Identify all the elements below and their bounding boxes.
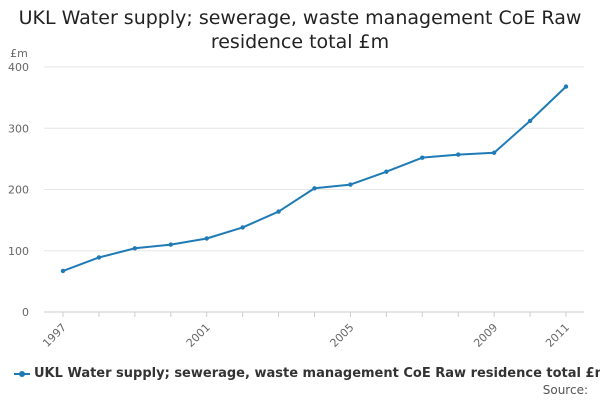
source-label: Source: (542, 383, 588, 397)
data-point-2006[interactable] (384, 169, 389, 174)
chart-title: UKL Water supply; sewerage, waste manage… (0, 6, 600, 54)
x-tick-label: 2001 (184, 321, 213, 350)
y-tick-label: 400 (8, 61, 29, 74)
series-layer (60, 84, 569, 274)
data-point-2004[interactable] (312, 186, 317, 191)
legend-label: UKL Water supply; sewerage, waste manage… (34, 366, 600, 381)
y-tick-label: 200 (8, 184, 29, 197)
y-tick-label: 300 (8, 122, 29, 135)
data-point-2010[interactable] (527, 118, 533, 124)
y-axis-unit-label: £m (10, 47, 28, 60)
chart-title-line-2: residence total £m (210, 31, 390, 53)
data-point-2000[interactable] (168, 242, 173, 247)
chart-title-line-1: UKL Water supply; sewerage, waste manage… (18, 7, 582, 29)
data-point-2007[interactable] (420, 155, 425, 160)
y-axis: 0 100 200 300 400£m (8, 47, 29, 319)
data-point-1998[interactable] (96, 255, 102, 260)
data-point-2003[interactable] (276, 209, 281, 214)
data-point-2002[interactable] (240, 225, 245, 230)
y-tick-label: 0 (22, 306, 29, 319)
x-tick-label: 2009 (471, 321, 500, 350)
x-tick-label: 2005 (328, 321, 357, 350)
x-tick-label: 2011 (543, 321, 572, 350)
series-line-0 (62, 85, 567, 272)
legend-item[interactable]: UKL Water supply; sewerage, waste manage… (14, 366, 600, 381)
data-point-1999[interactable] (132, 246, 138, 251)
data-point-2001[interactable] (204, 236, 209, 241)
data-point-2008[interactable] (456, 152, 461, 157)
y-tick-label: 100 (8, 245, 29, 258)
x-tick-label: 1997 (40, 321, 69, 350)
data-point-2009[interactable] (491, 150, 497, 155)
data-point-1997[interactable] (60, 268, 66, 274)
data-point-2005[interactable] (348, 182, 353, 187)
legend-marker-icon (14, 370, 30, 377)
data-point-2011[interactable] (563, 84, 569, 89)
x-axis: 1997 2001 2005 2009 2011 (40, 312, 572, 350)
